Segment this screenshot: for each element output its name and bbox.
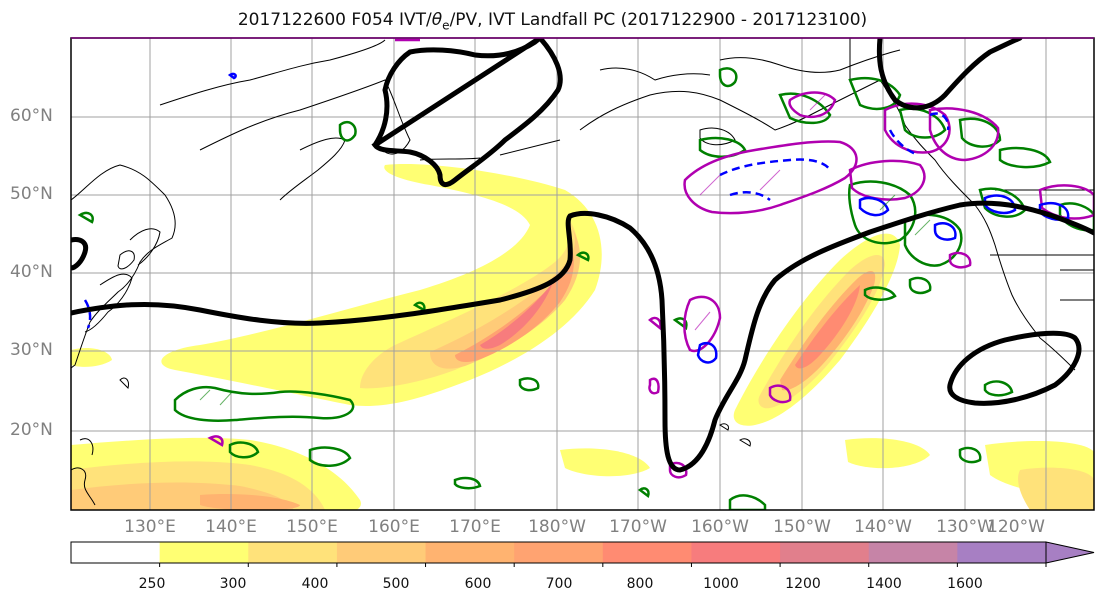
hatching (199, 194, 931, 406)
colorbar-segment (425, 542, 515, 563)
contour-main-jet (71, 200, 1094, 473)
colorbar-segment (514, 542, 604, 563)
colorbar-tick-label: 250 (138, 576, 166, 592)
colorbar-segment (868, 542, 958, 563)
lon-label: 130°W (936, 517, 994, 537)
colorbar-tick-label: 600 (464, 576, 492, 592)
lon-label: 160°W (691, 517, 749, 537)
lat-label-30: 30°N (10, 340, 53, 360)
colorbar-frame (70, 541, 1046, 564)
contours-magenta (207, 38, 1094, 479)
lon-label: 130°E (124, 517, 176, 537)
colorbar-segment (336, 542, 427, 563)
lat-label-40: 40°N (10, 262, 53, 282)
ivt-shading (71, 164, 1094, 510)
colorbar-tick-label: 1000 (703, 576, 739, 592)
colorbar (70, 541, 1095, 567)
pv-contours-green (77, 67, 1094, 510)
colorbar-extend-arrow (1045, 541, 1095, 564)
colorbar-tick-label: 800 (626, 576, 654, 592)
colorbar-segment (159, 542, 249, 563)
lat-label-20: 20°N (10, 420, 53, 440)
colorbar-segment (780, 542, 870, 563)
contours-blue (83, 72, 1070, 364)
colorbar-segment (248, 542, 338, 563)
colorbar-tick-label: 1200 (785, 576, 821, 592)
lon-label: 160°E (368, 517, 420, 537)
lon-label: 180°W (528, 517, 586, 537)
colorbar-tick-label: 1600 (947, 576, 983, 592)
graticule (71, 38, 1094, 510)
lon-label: 120°W (987, 517, 1045, 537)
lon-label: 140°W (854, 517, 912, 537)
colorbar-segment (691, 542, 781, 563)
lon-label: 170°W (609, 517, 667, 537)
lon-label: 170°E (449, 517, 501, 537)
colorbar-segment (71, 542, 161, 563)
contours-black (71, 38, 1094, 473)
colorbar-tick-label: 500 (382, 576, 410, 592)
lon-label: 140°E (205, 517, 257, 537)
lat-label-60: 60°N (10, 106, 53, 126)
map-title: 2017122600 F054 IVT/θe/PV, IVT Landfall … (237, 10, 868, 33)
colorbar-tick-label: 300 (219, 576, 247, 592)
contour-closed-low (947, 330, 1082, 406)
lon-label: 150°E (286, 517, 338, 537)
lon-label: 150°W (773, 517, 831, 537)
colorbar-tick-label: 400 (301, 576, 329, 592)
plot-area (71, 38, 1094, 510)
colorbar-tick-label: 1400 (866, 576, 902, 592)
colorbar-tick-label: 700 (545, 576, 573, 592)
colorbar-segment (957, 542, 1047, 563)
contour-north-lobe (371, 38, 563, 188)
lat-label-50: 50°N (10, 184, 53, 204)
colorbar-segment (602, 542, 692, 563)
